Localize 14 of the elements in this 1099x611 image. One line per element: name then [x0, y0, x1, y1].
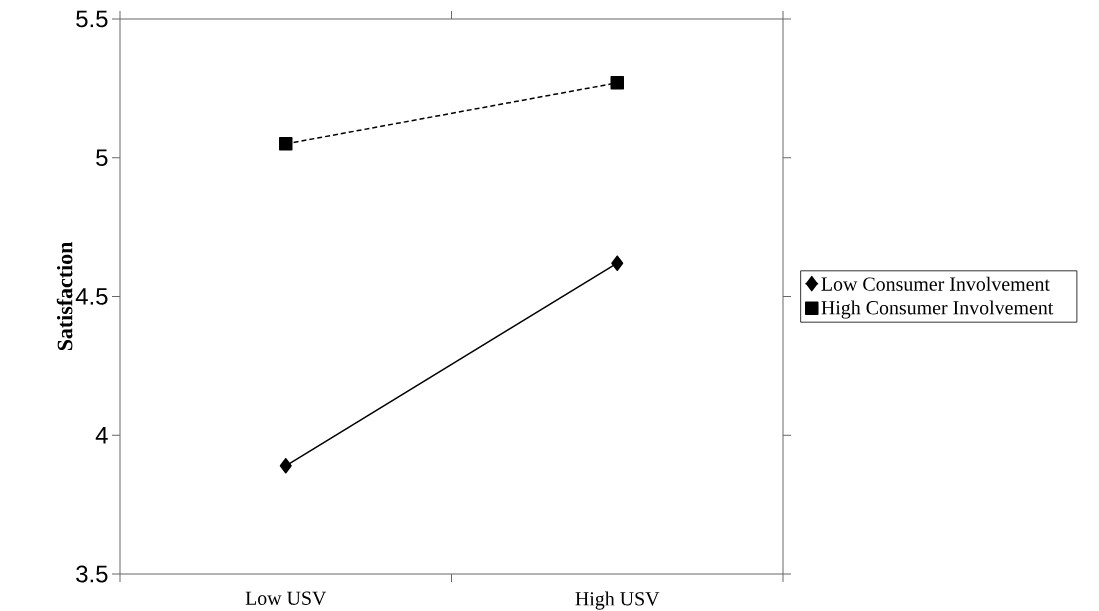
point — [279, 458, 292, 474]
y-tick-label: 4 — [95, 427, 108, 444]
legend-label: Low Consumer Involvement — [821, 276, 1050, 291]
y-axis-title: Satisfaction — [56, 242, 73, 351]
y-tick-label: 5.5 — [76, 10, 108, 28]
y-tick-label: 5 — [96, 149, 108, 167]
x-tick-label: Low USV — [245, 591, 327, 606]
legend-label: High Consumer Involvement — [821, 300, 1054, 319]
point — [279, 137, 293, 151]
point — [610, 76, 625, 90]
x-tick-label: High USV — [575, 591, 660, 610]
y-tick-label: 4.5 — [75, 288, 108, 305]
y-tick-label: 3.5 — [76, 565, 108, 583]
point — [611, 255, 624, 271]
